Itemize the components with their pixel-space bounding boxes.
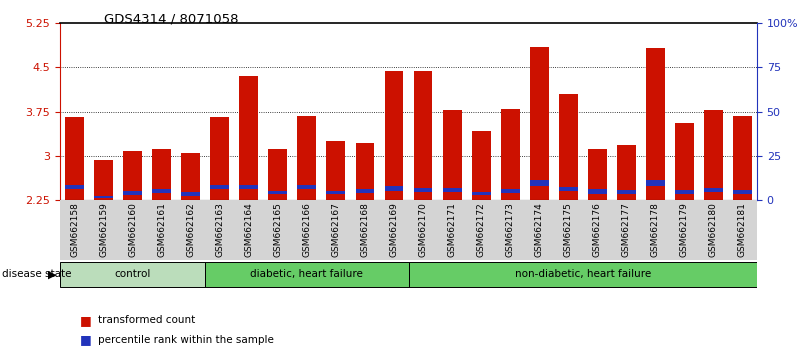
- Text: GSM662169: GSM662169: [389, 202, 398, 257]
- FancyBboxPatch shape: [60, 262, 205, 287]
- Text: GSM662173: GSM662173: [505, 202, 514, 257]
- Text: GSM662166: GSM662166: [303, 202, 312, 257]
- Text: GSM662161: GSM662161: [157, 202, 166, 257]
- Bar: [268, 190, 288, 194]
- Text: GSM662160: GSM662160: [128, 202, 137, 257]
- Text: GSM662178: GSM662178: [651, 202, 660, 257]
- Text: GSM662158: GSM662158: [70, 202, 79, 257]
- Bar: [617, 190, 636, 194]
- Bar: [646, 180, 665, 186]
- Bar: [501, 189, 520, 193]
- Bar: [152, 189, 171, 193]
- Bar: [327, 190, 345, 194]
- Bar: [211, 185, 229, 189]
- Text: GSM662176: GSM662176: [593, 202, 602, 257]
- Bar: [65, 118, 84, 200]
- Bar: [704, 110, 723, 200]
- Bar: [443, 110, 461, 200]
- Bar: [646, 48, 665, 200]
- Text: GSM662168: GSM662168: [360, 202, 369, 257]
- Bar: [65, 185, 84, 189]
- Bar: [675, 123, 694, 200]
- Bar: [733, 116, 752, 200]
- Bar: [297, 185, 316, 189]
- Bar: [384, 187, 404, 190]
- Bar: [733, 190, 752, 194]
- Bar: [181, 192, 200, 196]
- Text: GSM662164: GSM662164: [244, 202, 253, 257]
- Text: ▶: ▶: [47, 269, 56, 279]
- Text: GSM662170: GSM662170: [419, 202, 428, 257]
- Text: transformed count: transformed count: [98, 315, 195, 325]
- Bar: [588, 149, 606, 200]
- Text: GSM662175: GSM662175: [564, 202, 573, 257]
- Bar: [95, 160, 113, 200]
- Bar: [123, 191, 142, 195]
- Text: non-diabetic, heart failure: non-diabetic, heart failure: [514, 269, 651, 279]
- Bar: [559, 187, 578, 191]
- Text: GDS4314 / 8071058: GDS4314 / 8071058: [104, 12, 239, 25]
- Text: GSM662174: GSM662174: [535, 202, 544, 257]
- Text: GSM662163: GSM662163: [215, 202, 224, 257]
- Bar: [588, 189, 606, 194]
- Text: GSM662180: GSM662180: [709, 202, 718, 257]
- Bar: [413, 72, 433, 200]
- Text: GSM662172: GSM662172: [477, 202, 485, 257]
- Bar: [211, 118, 229, 200]
- Text: disease state: disease state: [2, 269, 71, 279]
- Bar: [443, 188, 461, 192]
- Text: GSM662179: GSM662179: [680, 202, 689, 257]
- Text: percentile rank within the sample: percentile rank within the sample: [98, 335, 274, 345]
- Text: diabetic, heart failure: diabetic, heart failure: [251, 269, 364, 279]
- Bar: [181, 153, 200, 200]
- Bar: [95, 196, 113, 198]
- Bar: [152, 149, 171, 200]
- Bar: [356, 189, 374, 193]
- FancyBboxPatch shape: [205, 262, 409, 287]
- Text: ■: ■: [80, 314, 92, 327]
- Bar: [239, 76, 258, 200]
- Text: GSM662162: GSM662162: [187, 202, 195, 257]
- Bar: [384, 71, 404, 200]
- Bar: [268, 149, 288, 200]
- Text: ■: ■: [80, 333, 92, 346]
- Text: control: control: [115, 269, 151, 279]
- Bar: [675, 190, 694, 194]
- Bar: [472, 131, 490, 200]
- Text: GSM662159: GSM662159: [99, 202, 108, 257]
- Bar: [529, 47, 549, 200]
- Text: GSM662167: GSM662167: [332, 202, 340, 257]
- Bar: [239, 185, 258, 189]
- FancyBboxPatch shape: [409, 262, 757, 287]
- Bar: [617, 145, 636, 200]
- Bar: [559, 94, 578, 200]
- Bar: [356, 143, 374, 200]
- Bar: [413, 188, 433, 192]
- Bar: [501, 109, 520, 200]
- Bar: [123, 151, 142, 200]
- Text: GSM662181: GSM662181: [738, 202, 747, 257]
- Bar: [704, 188, 723, 192]
- Bar: [529, 180, 549, 186]
- Bar: [297, 116, 316, 200]
- Bar: [472, 192, 490, 195]
- Text: GSM662171: GSM662171: [448, 202, 457, 257]
- Text: GSM662177: GSM662177: [622, 202, 630, 257]
- Text: GSM662165: GSM662165: [273, 202, 282, 257]
- Bar: [327, 141, 345, 200]
